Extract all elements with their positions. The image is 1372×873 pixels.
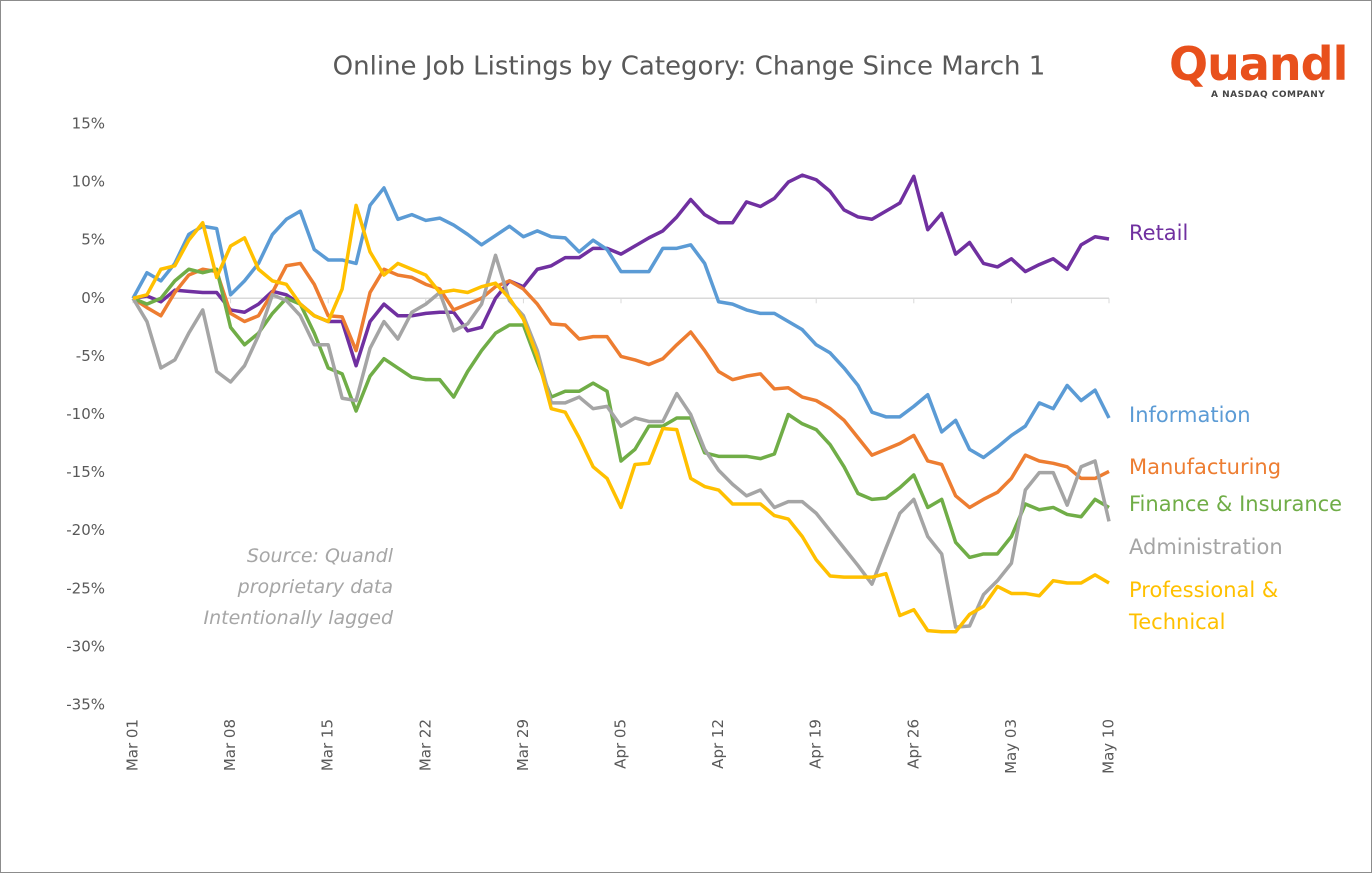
series-line xyxy=(132,267,1110,560)
legend-label: Professional & Technical xyxy=(1129,578,1279,634)
x-tick-label: Apr 19 xyxy=(807,719,825,769)
source-line: proprietary data xyxy=(237,576,393,598)
x-tick-label: May 10 xyxy=(1100,719,1118,774)
x-tick-label: Mar 01 xyxy=(124,719,142,771)
y-tick-label: 5% xyxy=(81,231,105,249)
legend-label: Information xyxy=(1129,403,1251,427)
series-line xyxy=(131,186,1111,460)
legend-label: Manufacturing xyxy=(1129,455,1282,479)
legend-label: Administration xyxy=(1129,535,1283,559)
y-tick-label: -15% xyxy=(66,463,105,481)
legend-label: Retail xyxy=(1129,221,1189,245)
logo: Quandl xyxy=(1169,37,1348,91)
y-tick-label: 10% xyxy=(72,173,105,191)
y-tick-label: 0% xyxy=(81,289,105,307)
x-tick-label: Mar 15 xyxy=(319,719,337,771)
y-tick-label: -5% xyxy=(76,347,105,365)
series-line xyxy=(131,253,1111,629)
series-line xyxy=(132,203,1110,634)
x-tick-label: Mar 22 xyxy=(416,719,434,771)
y-tick-label: -30% xyxy=(66,637,105,655)
y-tick-label: -35% xyxy=(66,696,105,714)
logo-tagline: A NASDAQ COMPANY xyxy=(1211,90,1326,100)
x-tick-label: Apr 05 xyxy=(612,719,630,769)
y-tick-label: -10% xyxy=(66,405,105,423)
source-line: Intentionally lagged xyxy=(203,607,394,629)
source-line: Source: Quandl xyxy=(246,545,393,567)
source-note: Source: Quandl proprietary data Intentiona… xyxy=(151,541,394,634)
y-tick-label: 15% xyxy=(72,115,105,133)
x-tick-label: May 03 xyxy=(1002,719,1020,774)
series-line xyxy=(132,261,1110,510)
legend-label: Finance & Insurance xyxy=(1129,492,1343,516)
chart-title: Online Job Listings by Category: Change … xyxy=(333,52,1046,82)
x-tick-label: Apr 12 xyxy=(709,719,727,769)
y-tick-label: -20% xyxy=(66,521,105,539)
x-tick-label: Apr 26 xyxy=(904,719,922,769)
x-tick-label: Mar 29 xyxy=(514,719,532,771)
x-tick-label: Mar 08 xyxy=(221,719,239,771)
y-tick-label: -25% xyxy=(66,579,105,597)
